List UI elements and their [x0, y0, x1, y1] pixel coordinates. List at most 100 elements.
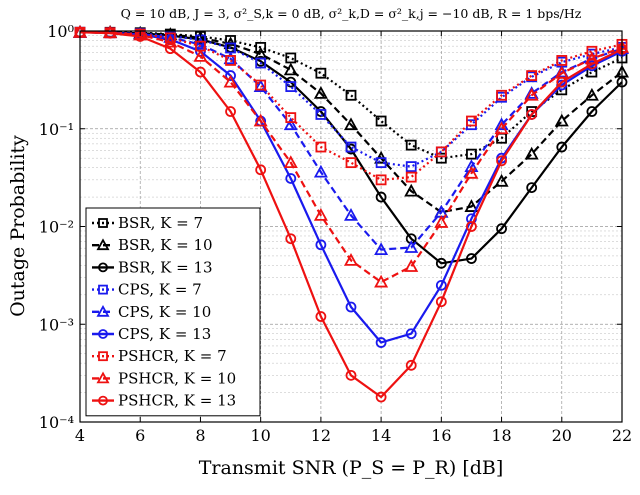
data-point-triangle — [283, 117, 298, 131]
data-point-triangle — [96, 304, 110, 317]
y-tick-label: 10⁻⁴ — [39, 413, 74, 432]
data-point-circle — [496, 155, 507, 167]
data-point-triangle — [253, 79, 268, 92]
data-point-circle — [225, 70, 236, 81]
data-point-square — [496, 89, 507, 101]
data-point-circle — [435, 279, 447, 291]
x-tick-label: 20 — [552, 426, 572, 445]
data-point-square — [315, 141, 327, 153]
legend-entry-label: CPS, K = 13 — [118, 325, 211, 343]
data-point-circle — [345, 369, 357, 381]
data-point-circle — [285, 173, 297, 184]
data-point-triangle — [584, 87, 599, 101]
data-point-circle — [255, 164, 267, 176]
data-point-triangle — [524, 146, 539, 160]
data-point-square — [345, 141, 357, 153]
series-line — [80, 31, 623, 214]
series-bsr-k-10 — [72, 24, 630, 218]
data-point-triangle — [464, 199, 479, 212]
y-tick-label: 10⁻² — [39, 218, 74, 237]
data-point-circle — [435, 257, 447, 269]
data-point-circle — [315, 239, 327, 251]
data-point-triangle — [404, 259, 419, 272]
data-point-triangle — [434, 215, 449, 228]
data-point-square — [98, 284, 108, 295]
data-point-triangle — [464, 165, 479, 179]
data-point-circle — [375, 391, 387, 403]
x-tick-label: 22 — [612, 426, 632, 445]
x-tick-label: 12 — [311, 426, 331, 445]
data-point-square — [285, 81, 297, 92]
y-tick-label: 10⁻³ — [39, 315, 74, 334]
data-point-square — [285, 112, 297, 124]
data-point-square — [435, 152, 447, 164]
data-point-circle — [315, 311, 327, 322]
data-point-triangle — [404, 183, 419, 197]
data-point-triangle — [343, 117, 359, 131]
data-point-circle — [98, 262, 108, 273]
data-point-triangle — [313, 164, 328, 178]
data-point-triangle — [193, 49, 208, 62]
data-point-triangle — [343, 207, 359, 221]
data-point-triangle — [494, 121, 509, 135]
data-point-square — [405, 171, 417, 183]
data-point-square — [466, 148, 477, 160]
data-point-circle — [375, 191, 387, 203]
data-point-square — [586, 45, 598, 57]
legend-entry-label: PSHCR, K = 10 — [118, 369, 236, 387]
legend-entry-label: BSR, K = 7 — [118, 214, 203, 232]
data-point-triangle — [313, 86, 328, 99]
data-point-triangle — [343, 253, 359, 266]
series-pshcr-k-7 — [74, 26, 628, 186]
data-point-square — [315, 67, 327, 79]
data-point-triangle — [374, 274, 389, 288]
data-point-triangle — [374, 242, 389, 256]
data-point-circle — [435, 296, 447, 308]
data-point-circle — [556, 141, 568, 153]
legend-entry-label: CPS, K = 7 — [118, 281, 202, 299]
x-tick-label: 18 — [491, 426, 511, 445]
data-point-square — [255, 79, 267, 91]
data-point-circle — [164, 43, 176, 55]
data-point-circle — [526, 109, 538, 120]
y-axis-label: Outage Probability — [7, 135, 29, 317]
data-point-circle — [556, 76, 568, 88]
data-point-circle — [98, 329, 108, 339]
data-point-circle — [586, 106, 598, 117]
data-point-square — [405, 139, 417, 151]
data-point-triangle — [223, 74, 238, 88]
data-point-square — [375, 157, 387, 169]
x-tick-label: 16 — [431, 426, 451, 445]
data-point-triangle — [96, 238, 110, 251]
data-point-triangle — [554, 113, 569, 127]
data-point-square — [345, 89, 357, 101]
data-point-square — [285, 52, 297, 64]
data-point-square — [435, 146, 447, 158]
data-point-circle — [98, 395, 108, 406]
series-pshcr-k-13 — [74, 26, 628, 403]
data-point-triangle — [464, 159, 479, 173]
data-point-square — [98, 351, 108, 362]
chart-title: Q = 10 dB, J = 3, σ²_S,k = 0 dB, σ²_k,D … — [121, 6, 582, 21]
data-point-triangle — [133, 27, 148, 41]
data-point-triangle — [283, 62, 298, 76]
y-tick-label: 10⁰ — [47, 22, 74, 41]
data-point-triangle — [283, 155, 298, 169]
data-point-triangle — [404, 240, 419, 253]
legend-box — [85, 207, 261, 417]
data-point-circle — [195, 66, 206, 78]
data-point-square — [98, 218, 108, 228]
data-point-square — [255, 41, 267, 53]
data-point-square — [556, 55, 568, 66]
data-point-square — [375, 115, 387, 127]
data-point-square — [375, 174, 387, 186]
legend-entry-label: BSR, K = 13 — [118, 258, 213, 276]
legend-entry-label: PSHCR, K = 7 — [118, 347, 227, 365]
legend-entry-label: BSR, K = 10 — [118, 236, 213, 254]
series-line — [79, 31, 623, 284]
x-tick-label: 4 — [75, 426, 85, 445]
data-point-circle — [345, 301, 357, 313]
data-point-square — [526, 70, 538, 81]
data-point-circle — [586, 58, 598, 70]
data-point-circle — [496, 223, 507, 235]
